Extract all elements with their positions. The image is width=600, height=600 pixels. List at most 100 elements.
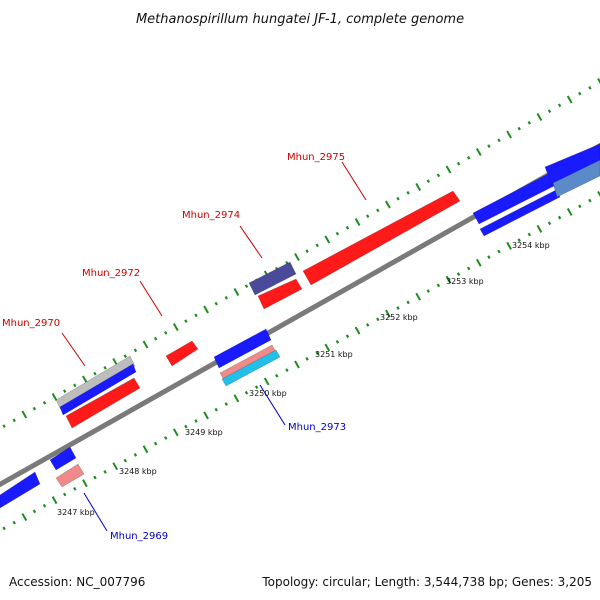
minor-tick <box>275 373 279 378</box>
gene-rna-3255[interactable] <box>552 159 600 198</box>
minor-tick <box>527 232 531 237</box>
minor-tick <box>376 208 380 213</box>
minor-tick <box>396 196 400 201</box>
minor-tick <box>436 283 441 288</box>
minor-tick <box>426 289 430 293</box>
minor-tick <box>335 340 340 344</box>
major-tick <box>354 218 361 226</box>
minor-tick <box>285 368 289 372</box>
gene-blue-3255[interactable] <box>544 143 600 187</box>
major-tick <box>142 340 149 349</box>
minor-tick <box>103 470 107 474</box>
major-tick <box>233 288 240 296</box>
minor-tick <box>93 371 97 376</box>
minor-tick <box>214 301 218 306</box>
minor-tick <box>315 243 319 248</box>
minor-tick <box>73 486 77 491</box>
minor-tick <box>184 424 188 429</box>
minor-tick <box>164 436 168 440</box>
gene-mhun-2975[interactable] <box>302 190 461 286</box>
minor-tick <box>365 214 370 219</box>
minor-tick <box>133 453 138 457</box>
gene-mhun-2969[interactable] <box>55 463 85 488</box>
tick-labels: 3247 kbp 3248 kbp 3249 kbp 3250 kbp 3251… <box>57 241 550 517</box>
tick-label: 3247 kbp <box>57 508 95 517</box>
minor-tick <box>467 266 471 271</box>
minor-tick <box>547 221 552 226</box>
minor-tick <box>12 418 16 423</box>
gene-mhun-2970-blue[interactable] <box>59 363 137 416</box>
minor-tick <box>63 492 67 497</box>
minor-tick <box>588 85 592 90</box>
minor-tick <box>224 295 229 300</box>
minor-tick <box>194 419 198 423</box>
inner-dotted-ring <box>2 191 600 531</box>
gene-mhun-2973-blue[interactable] <box>213 328 272 369</box>
connector-mhun-2969 <box>83 492 108 532</box>
minor-tick <box>305 249 309 254</box>
minor-tick <box>123 354 128 359</box>
gene-label[interactable]: Mhun_2974 <box>182 210 240 221</box>
minor-tick <box>517 126 521 131</box>
label-connectors <box>61 161 367 532</box>
gene-blue-3254-b[interactable] <box>479 189 561 237</box>
minor-tick <box>73 383 77 388</box>
major-tick <box>82 479 88 488</box>
minor-tick <box>93 475 97 480</box>
gene-label[interactable]: Mhun_2970 <box>2 318 60 329</box>
tick-label: 3250 kbp <box>249 389 287 398</box>
minor-tick <box>396 306 400 310</box>
gene-mhun-2969-upper[interactable] <box>49 446 77 471</box>
gene-label[interactable]: Mhun_2973 <box>288 422 346 433</box>
major-tick <box>475 258 482 267</box>
map-title: Methanospirillum hungatei JF-1, complete… <box>136 12 464 27</box>
connector-mhun-2973 <box>259 384 286 426</box>
minor-tick <box>315 351 319 356</box>
minor-tick <box>133 348 138 353</box>
gene-mhun-2970[interactable] <box>65 377 141 429</box>
minor-tick <box>32 509 37 514</box>
major-tick <box>536 113 543 121</box>
tick-label: 3251 kbp <box>315 350 353 359</box>
minor-tick <box>345 225 350 230</box>
major-tick <box>566 207 573 216</box>
major-tick <box>445 275 452 284</box>
minor-tick <box>2 526 6 531</box>
minor-tick <box>305 357 309 361</box>
gene-blue-3247[interactable] <box>0 471 41 509</box>
minor-tick <box>224 402 228 406</box>
major-tick <box>51 393 58 401</box>
minor-tick <box>345 334 350 339</box>
minor-tick <box>184 319 188 324</box>
gene-mhun-2973[interactable] <box>221 349 281 387</box>
major-tick <box>294 360 300 369</box>
minor-tick <box>426 179 431 184</box>
major-tick <box>142 445 149 454</box>
major-tick <box>415 292 422 301</box>
minor-tick <box>497 249 501 254</box>
gene-label[interactable]: Mhun_2975 <box>287 152 345 163</box>
major-tick <box>172 323 179 331</box>
minor-tick <box>578 91 582 96</box>
gene-mhun-2970-outer-band[interactable] <box>55 355 136 411</box>
major-tick <box>597 191 600 198</box>
major-tick <box>445 165 452 174</box>
minor-tick <box>466 155 471 160</box>
minor-tick <box>497 138 501 143</box>
tick-label: 3254 kbp <box>512 241 550 250</box>
gene-mhun-2974-other[interactable] <box>248 261 297 296</box>
major-tick <box>597 78 600 84</box>
minor-tick <box>527 120 532 125</box>
minor-tick <box>335 231 340 236</box>
major-tick <box>385 309 391 318</box>
minor-tick <box>547 109 552 114</box>
minor-tick <box>153 336 158 341</box>
major-tick <box>82 375 88 384</box>
gene-mhun-2972[interactable] <box>165 340 199 367</box>
gene-label[interactable]: Mhun_2969 <box>110 531 168 542</box>
minor-tick <box>366 323 370 327</box>
connector-mhun-2970 <box>61 332 86 367</box>
gene-label[interactable]: Mhun_2972 <box>82 268 140 279</box>
major-tick <box>294 253 300 261</box>
gene-mhun-2974[interactable] <box>257 278 303 310</box>
